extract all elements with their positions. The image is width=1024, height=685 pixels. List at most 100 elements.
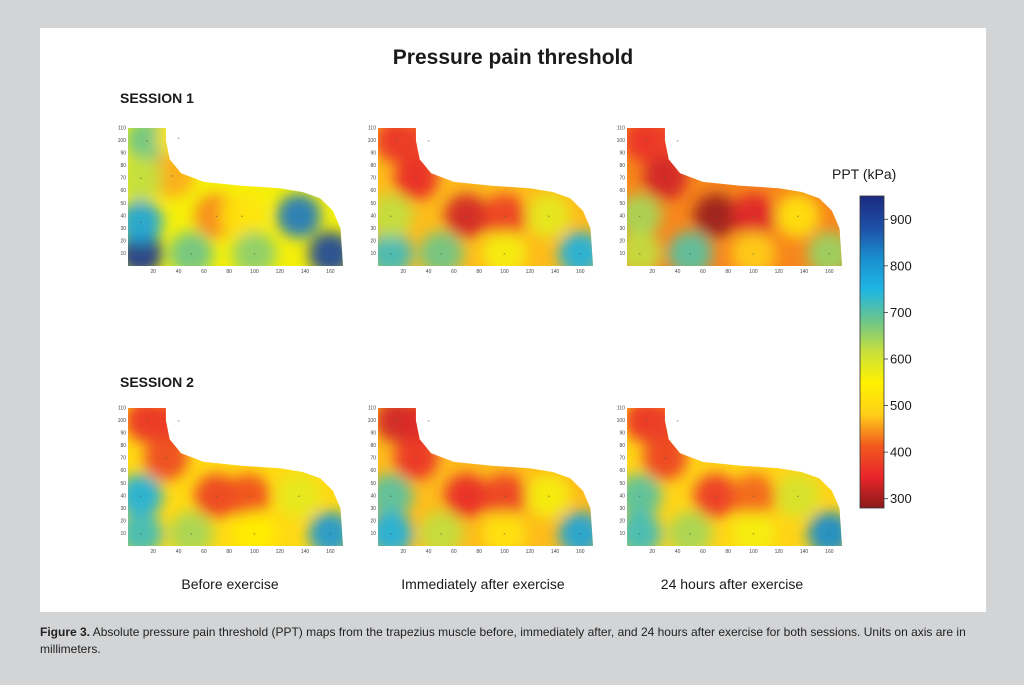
x-tick-label: 140 [301,549,310,555]
x-tick-label: 20 [151,549,157,555]
ppt-blob [169,231,214,266]
y-tick-label: 60 [120,468,126,474]
measure-marker: × [215,213,218,218]
x-tick-label: 60 [201,549,207,555]
figure-caption: Figure 3. Absolute pressure pain thresho… [40,624,990,658]
measure-marker: × [645,138,648,143]
y-tick-label: 30 [370,226,376,232]
measure-marker: × [177,136,180,141]
measure-marker: × [427,138,430,143]
x-tick-label: 120 [276,549,285,555]
x-tick-label: 40 [675,269,681,275]
y-tick-label: 80 [120,163,126,169]
ppt-blob [232,231,277,266]
measure-marker: × [215,493,218,498]
measure-marker: × [503,493,506,498]
ppt-blob [558,231,593,266]
x-tick-label: 160 [576,269,585,275]
y-tick-label: 100 [617,138,626,144]
y-tick-label: 40 [619,493,625,499]
measure-marker: × [298,213,301,218]
ppt-blob [526,473,571,518]
measure-marker: × [139,493,142,498]
x-tick-label: 20 [650,269,656,275]
measure-marker: × [797,493,800,498]
x-tick-label: 60 [700,269,706,275]
ppt-blob [526,193,571,238]
measure-marker: × [689,251,692,256]
ppt-blob [558,511,593,546]
x-tick-label: 140 [800,269,809,275]
ppt-blob [775,473,820,518]
measure-marker: × [146,418,149,423]
measure-marker: × [253,251,256,256]
measure-marker: × [714,213,717,218]
measure-marker: × [503,213,506,218]
ppt-blob [627,193,662,238]
measure-marker: × [638,493,641,498]
session-2-label: SESSION 2 [120,374,194,390]
measure-marker: × [396,138,399,143]
y-tick-label: 80 [120,443,126,449]
measure-marker: × [465,493,468,498]
chart-title: Pressure pain threshold [392,46,634,69]
ppt-blob [668,511,713,546]
measure-marker: × [427,418,430,423]
y-tick-label: 80 [370,163,376,169]
y-tick-label: 20 [120,518,126,524]
x-tick-label: 100 [500,269,509,275]
x-tick-label: 120 [276,269,285,275]
ppt-blob [444,473,489,518]
y-tick-label: 100 [368,418,377,424]
measure-marker: × [139,531,142,536]
x-tick-label: 120 [526,549,535,555]
y-tick-label: 10 [120,251,126,257]
measure-marker: × [638,531,641,536]
ppt-blob [775,193,820,238]
ppt-blob [308,231,343,266]
ppt-blob [693,193,738,238]
ppt-blob [482,193,527,238]
measure-marker: × [752,251,755,256]
y-tick-label: 40 [120,213,126,219]
x-tick-label: 60 [451,269,457,275]
colorbar: 300 400 500 600 700 800 900 [859,195,912,509]
measure-marker: × [440,251,443,256]
ppt-blob [378,473,413,518]
y-tick-label: 10 [370,531,376,537]
x-tick-label: 80 [725,269,731,275]
y-tick-label: 20 [370,518,376,524]
y-tick-label: 20 [619,238,625,244]
ppt-map-4: × × × × × × × × × × × 20 40 60 80 100 120 140 160 10 20 30 40 5… [118,406,343,555]
x-tick-label: 100 [500,549,509,555]
ppt-blob [807,231,842,266]
x-tick-label: 80 [725,549,731,555]
y-tick-label: 50 [370,201,376,207]
measure-marker: × [828,251,831,256]
colorbar-tick-label: 700 [890,305,912,320]
measure-marker: × [676,138,679,143]
y-tick-label: 60 [619,468,625,474]
x-tick-label: 40 [176,269,182,275]
ppt-map-6: × × × × × × × × × × × 20 40 60 80 100 120 140 160 10 20 30 40 5… [617,406,842,555]
measure-marker: × [676,418,679,423]
condition-label-immediately: Immediately after exercise [401,576,565,592]
ppt-blob [378,408,419,443]
measure-marker: × [752,213,755,218]
measure-marker: × [440,531,443,536]
ppt-map-5: × × × × × × × × × × × 20 40 60 80 100 120 140 160 10 20 30 40 5… [368,406,593,555]
ppt-map-1: × × × × × × × × × × × × 20 40 60 80 100 120 140 160 10 20 30 40… [118,126,343,275]
ppt-blob [128,511,163,546]
x-tick-label: 160 [825,549,834,555]
x-tick-label: 100 [749,269,758,275]
y-tick-label: 20 [120,238,126,244]
y-tick-label: 60 [619,188,625,194]
measure-marker: × [664,456,667,461]
caption-text: Absolute pressure pain threshold (PPT) m… [40,625,966,656]
ppt-blob [276,193,321,238]
measure-marker: × [579,531,582,536]
y-tick-label: 80 [370,443,376,449]
x-tick-label: 20 [401,269,407,275]
measure-marker: × [548,213,551,218]
